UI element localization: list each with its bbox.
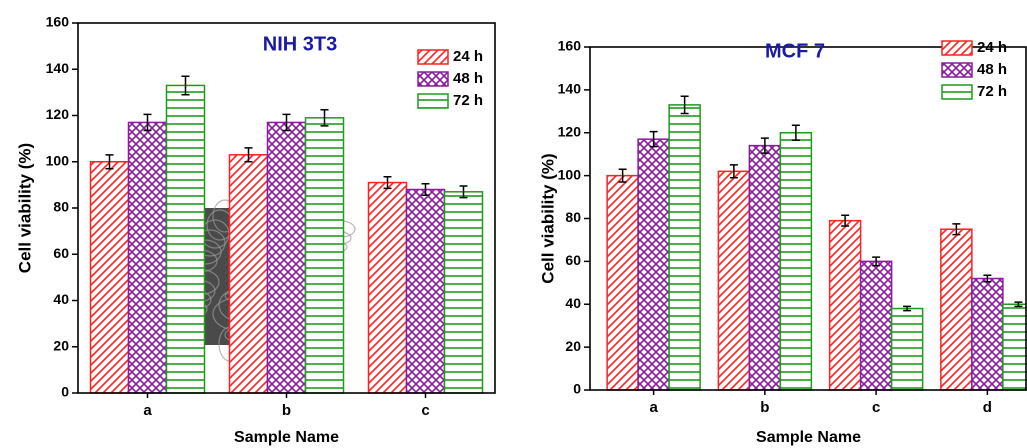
- legend-swatch: [418, 50, 448, 64]
- legend-swatch: [942, 41, 972, 55]
- bar: [306, 118, 344, 393]
- x-tick-label: b: [760, 399, 769, 416]
- legend-label: 72 h: [453, 92, 483, 109]
- y-tick-label: 140: [46, 60, 70, 76]
- bar: [941, 229, 972, 390]
- y-tick-label: 40: [565, 295, 581, 311]
- chart-title: MCF 7: [765, 40, 825, 62]
- legend-label: 48 h: [453, 70, 483, 87]
- chart-title: NIH 3T3: [263, 33, 337, 55]
- bar: [129, 122, 167, 393]
- legend-label: 24 h: [453, 48, 483, 65]
- y-axis-label: Cell viability (%): [538, 153, 557, 283]
- bar: [638, 139, 669, 390]
- bar: [268, 122, 306, 393]
- y-tick-label: 100: [46, 152, 70, 168]
- legend-label: 48 h: [977, 61, 1007, 78]
- y-tick-label: 80: [565, 209, 581, 225]
- y-tick-label: 100: [558, 166, 582, 182]
- bar: [972, 279, 1003, 390]
- bar: [780, 133, 811, 390]
- y-tick-label: 160: [558, 38, 582, 54]
- y-tick-label: 140: [558, 81, 582, 97]
- y-tick-label: 0: [573, 381, 581, 397]
- legend-swatch: [418, 72, 448, 86]
- bar: [369, 183, 407, 393]
- x-tick-label: d: [983, 399, 992, 416]
- legend-label: 72 h: [977, 83, 1007, 100]
- bar: [718, 171, 749, 390]
- x-tick-label: c: [421, 402, 429, 419]
- y-tick-label: 120: [558, 123, 582, 139]
- x-tick-label: a: [143, 402, 152, 419]
- y-tick-label: 20: [53, 337, 69, 353]
- bar: [669, 105, 700, 390]
- y-tick-label: 20: [565, 338, 581, 354]
- figure: PVA10 µmabc020406080100120140160NIH 3T3C…: [0, 0, 1027, 448]
- bar: [749, 146, 780, 390]
- legend-swatch: [418, 94, 448, 108]
- x-tick-label: b: [282, 402, 291, 419]
- bar: [861, 261, 892, 390]
- bar: [1003, 304, 1027, 390]
- x-axis-label: Sample Name: [234, 429, 339, 446]
- bar: [230, 155, 268, 393]
- y-tick-label: 0: [61, 384, 69, 400]
- bar: [445, 192, 483, 393]
- y-tick-label: 60: [53, 245, 69, 261]
- bar: [91, 162, 129, 393]
- x-tick-label: a: [649, 399, 658, 416]
- bar: [407, 190, 445, 394]
- legend-label: 24 h: [977, 39, 1007, 56]
- legend-swatch: [942, 85, 972, 99]
- x-tick-label: c: [872, 399, 880, 416]
- y-axis-label: Cell viability (%): [15, 143, 34, 273]
- y-tick-label: 80: [53, 199, 69, 215]
- y-tick-label: 160: [46, 14, 70, 30]
- bar: [167, 85, 205, 393]
- bar: [830, 221, 861, 390]
- legend-swatch: [942, 63, 972, 77]
- x-axis-label: Sample Name: [756, 429, 861, 446]
- y-tick-label: 60: [565, 252, 581, 268]
- y-tick-label: 40: [53, 291, 69, 307]
- bar: [892, 309, 923, 390]
- y-tick-label: 120: [46, 106, 70, 122]
- bar: [607, 176, 638, 390]
